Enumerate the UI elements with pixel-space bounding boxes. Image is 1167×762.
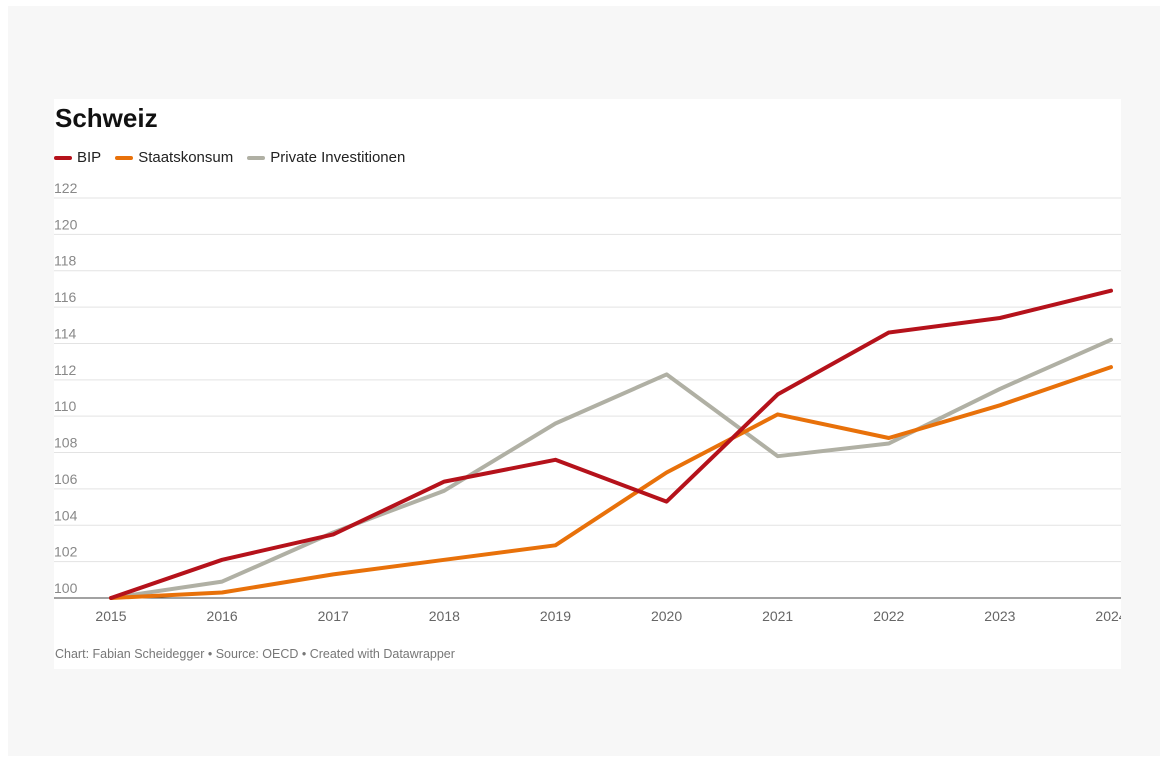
y-tick-label: 120 <box>54 216 78 232</box>
legend-label-private-investitionen: Private Investitionen <box>270 149 406 166</box>
legend-item-staatskonsum: Staatskonsum <box>115 149 233 166</box>
legend-item-private-investitionen: Private Investitionen <box>247 149 405 166</box>
y-tick-label: 116 <box>54 289 77 305</box>
y-tick-label: 114 <box>54 325 77 341</box>
x-tick-label: 2018 <box>429 608 460 624</box>
series-line-bip <box>109 288 1113 600</box>
x-tick-label: 2016 <box>207 608 238 624</box>
y-tick-label: 106 <box>54 471 78 487</box>
x-tick-label: 2021 <box>762 608 793 624</box>
y-tick-label: 112 <box>54 362 77 378</box>
y-tick-label: 110 <box>54 398 77 414</box>
x-tick-label: 2023 <box>984 608 1015 624</box>
legend-swatch-staatskonsum <box>115 155 134 160</box>
y-tick-label: 100 <box>54 580 78 596</box>
x-tick-label: 2017 <box>318 608 349 624</box>
x-tick-label: 2024 <box>1095 608 1121 624</box>
chart-credit: Chart: Fabian Scheidegger • Source: OECD… <box>55 647 455 661</box>
x-tick-label: 2020 <box>651 608 682 624</box>
y-tick-label: 102 <box>54 544 78 560</box>
legend-label-bip: BIP <box>77 149 102 166</box>
series-line-private-investitionen <box>109 337 1113 600</box>
y-tick-label: 118 <box>54 253 77 269</box>
legend-swatch-private-investitionen <box>247 155 266 160</box>
chart-legend: BIP Staatskonsum Private Investitionen <box>54 149 405 166</box>
y-tick-label: 104 <box>54 507 78 523</box>
y-tick-label: 122 <box>54 180 78 196</box>
x-tick-label: 2015 <box>95 608 126 624</box>
x-tick-label: 2022 <box>873 608 904 624</box>
x-tick-label: 2019 <box>540 608 571 624</box>
legend-item-bip: BIP <box>54 149 101 166</box>
legend-swatch-bip <box>54 155 72 160</box>
chart-title: Schweiz <box>55 103 158 133</box>
y-tick-label: 108 <box>54 435 78 451</box>
series-line-staatskonsum <box>109 365 1113 600</box>
chart-card: Schweiz BIP Staatskonsum Private Investi… <box>54 99 1121 669</box>
page-background: Schweiz BIP Staatskonsum Private Investi… <box>8 6 1160 756</box>
line-chart: 100 102 104 106 108 110 112 114 116 118 120 122 2015… <box>54 180 1121 624</box>
legend-label-staatskonsum: Staatskonsum <box>138 149 234 166</box>
